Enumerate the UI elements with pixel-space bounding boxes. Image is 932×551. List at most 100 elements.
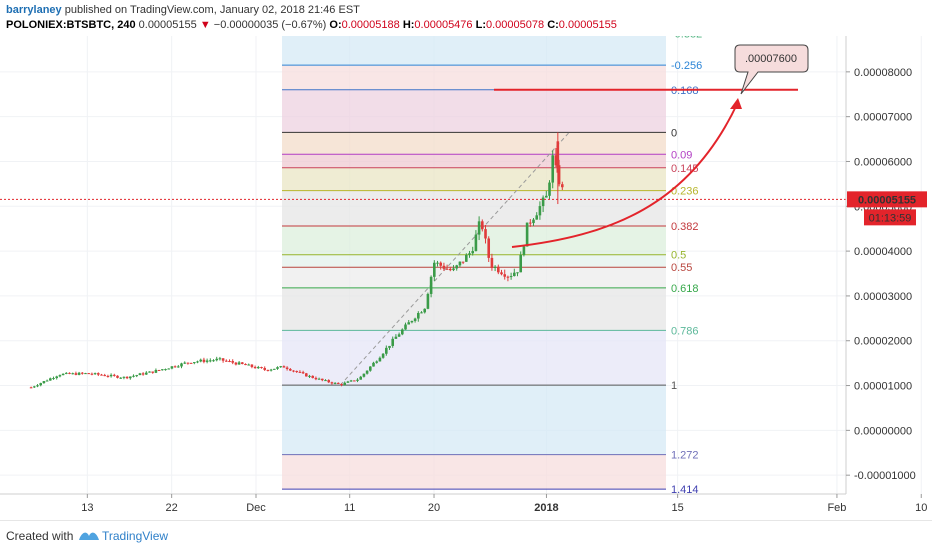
fib-level-label: 0.55 [671, 262, 692, 274]
candle-body [385, 347, 388, 354]
candle-body [285, 367, 289, 369]
candle-body [257, 367, 260, 369]
fib-level-label: -0.256 [671, 60, 702, 72]
candle-body [471, 251, 475, 254]
candle-body [365, 370, 369, 374]
candle-body [557, 165, 561, 185]
candle-body [87, 373, 91, 375]
candle-body [113, 374, 116, 376]
projection-curve[interactable] [511, 101, 739, 248]
tradingview-link[interactable]: TradingView [102, 529, 169, 543]
candle-body [500, 272, 503, 275]
close-label: C: [547, 19, 559, 31]
candle-body [180, 363, 183, 367]
candle-body [157, 369, 161, 371]
candle-body [234, 362, 238, 365]
candle-body [167, 368, 171, 370]
candle-body [481, 221, 484, 230]
trend-line[interactable] [339, 132, 570, 386]
candle-body [503, 274, 507, 277]
x-tick-label: Feb [827, 502, 846, 514]
high-label: H: [402, 19, 415, 31]
annotations[interactable]: .00007600 [0, 44, 846, 248]
candle-body [545, 195, 548, 198]
candle-body [61, 373, 65, 376]
candle-body [301, 372, 305, 374]
fib-trend-line[interactable] [339, 132, 570, 386]
candle-body [183, 362, 187, 364]
x-tick-label: 2018 [534, 502, 558, 514]
author-link[interactable]: barrylaney [6, 4, 62, 16]
published-text: published on TradingView.com, January 02… [61, 4, 360, 16]
candle-body [193, 362, 196, 364]
candle-body [100, 374, 103, 376]
tradingview-logo-icon [79, 532, 99, 540]
candle-body [420, 312, 423, 314]
candle-body [247, 364, 251, 366]
candle-body [77, 372, 81, 375]
fib-zone [282, 254, 666, 268]
fibonacci-retracement[interactable]: -0.382-0.2560.16800.090.1450.2360.3820.5… [282, 36, 702, 496]
candle-body [497, 266, 500, 273]
candle-body [516, 272, 519, 274]
price-chart[interactable]: -0.382-0.2560.16800.090.1450.2360.3820.5… [0, 36, 932, 520]
candle-body [132, 375, 135, 377]
candle-body [55, 376, 59, 379]
fib-level-label: 1.414 [671, 484, 699, 496]
candle-body [263, 368, 267, 370]
fib-zone [282, 154, 666, 168]
candle-body [349, 380, 353, 382]
candle-body [49, 378, 52, 381]
candle-body [205, 360, 209, 362]
fib-zone [282, 132, 666, 155]
candle-body [289, 368, 292, 371]
candle-body [423, 308, 427, 313]
candle-body [561, 184, 564, 188]
candle-body [394, 336, 398, 339]
candle-body [241, 362, 244, 364]
candle-body [442, 265, 446, 269]
candle-body [29, 387, 33, 389]
candle-body [196, 361, 199, 363]
candle-body [189, 362, 193, 364]
candle-body [138, 373, 142, 376]
y-tick-label: 0.00002000 [854, 336, 912, 348]
candle-body [260, 367, 263, 369]
candle-body [333, 382, 337, 384]
candle-body [356, 379, 359, 381]
candle-body [97, 373, 100, 375]
candle-body [477, 221, 481, 235]
candle-body [375, 361, 379, 363]
candle-body [33, 386, 36, 388]
candle-body [253, 366, 257, 369]
fib-level-label: -0.382 [671, 36, 702, 40]
price-change: −0.00000035 (−0.67%) [213, 19, 327, 31]
arrowhead-icon [730, 98, 742, 109]
candle-body [404, 324, 407, 330]
candle-body [231, 361, 235, 363]
candle-body [119, 377, 123, 379]
candle-body [173, 366, 177, 368]
candle-body [468, 253, 471, 255]
fib-zone [282, 65, 666, 90]
y-tick-label: 0.00006000 [854, 156, 912, 168]
candle-body [170, 366, 174, 369]
fib-level-label: 1.272 [671, 450, 699, 462]
candle-body [311, 375, 315, 378]
fib-level-label: 0.09 [671, 149, 692, 161]
candle-body [93, 373, 97, 375]
candle-body [429, 276, 433, 294]
candle-body [292, 370, 295, 372]
candle-body [439, 262, 443, 266]
x-tick-label: 15 [672, 502, 684, 514]
high-value: 0.00005476 [414, 19, 473, 31]
candle-body [45, 380, 49, 382]
last-price: 0.00005155 [138, 19, 197, 31]
price-callout-box[interactable] [734, 44, 809, 95]
candle-body [461, 261, 465, 263]
candle-body [295, 370, 299, 372]
candle-body [413, 318, 417, 321]
publish-line: barrylaney published on TradingView.com,… [6, 4, 360, 16]
candle-body [337, 382, 340, 384]
candle-body [276, 367, 279, 369]
